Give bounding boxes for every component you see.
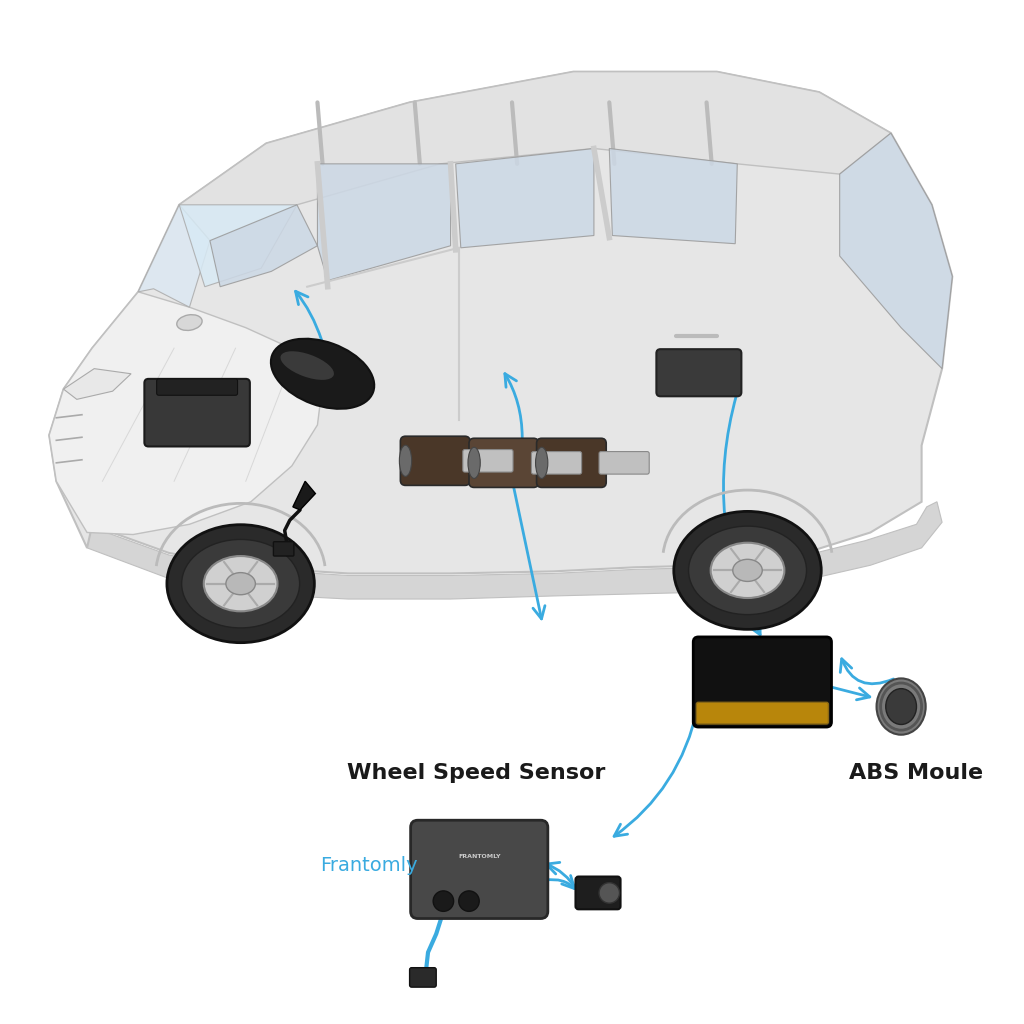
Polygon shape xyxy=(179,205,297,287)
FancyBboxPatch shape xyxy=(273,542,294,556)
Text: ABS Moule: ABS Moule xyxy=(850,763,983,783)
Circle shape xyxy=(599,883,620,903)
Polygon shape xyxy=(210,205,317,287)
Ellipse shape xyxy=(886,688,916,725)
Polygon shape xyxy=(840,133,952,369)
FancyBboxPatch shape xyxy=(144,379,250,446)
Polygon shape xyxy=(179,72,891,241)
Polygon shape xyxy=(63,369,131,399)
FancyBboxPatch shape xyxy=(410,968,436,987)
FancyBboxPatch shape xyxy=(411,820,548,919)
Ellipse shape xyxy=(226,572,255,595)
FancyBboxPatch shape xyxy=(693,637,831,727)
Ellipse shape xyxy=(733,559,762,582)
Text: FRANTOMLY: FRANTOMLY xyxy=(458,854,501,859)
Ellipse shape xyxy=(877,678,926,735)
FancyBboxPatch shape xyxy=(696,702,828,724)
Ellipse shape xyxy=(674,511,821,630)
Ellipse shape xyxy=(468,447,480,478)
Polygon shape xyxy=(49,292,323,535)
Ellipse shape xyxy=(711,543,784,598)
FancyBboxPatch shape xyxy=(599,452,649,474)
FancyBboxPatch shape xyxy=(575,877,621,909)
Polygon shape xyxy=(49,72,952,573)
FancyBboxPatch shape xyxy=(469,438,539,487)
FancyBboxPatch shape xyxy=(656,349,741,396)
Polygon shape xyxy=(138,205,210,307)
Text: Frantomly: Frantomly xyxy=(319,856,418,874)
Polygon shape xyxy=(317,164,451,281)
Polygon shape xyxy=(456,148,594,248)
Polygon shape xyxy=(609,148,737,244)
Ellipse shape xyxy=(281,351,334,380)
Ellipse shape xyxy=(204,556,278,611)
FancyBboxPatch shape xyxy=(157,379,238,395)
Ellipse shape xyxy=(271,339,374,409)
Circle shape xyxy=(459,891,479,911)
FancyBboxPatch shape xyxy=(537,438,606,487)
FancyBboxPatch shape xyxy=(463,450,513,472)
Ellipse shape xyxy=(167,524,314,643)
Text: Wheel Speed Sensor: Wheel Speed Sensor xyxy=(347,763,605,783)
Ellipse shape xyxy=(688,526,807,614)
Ellipse shape xyxy=(536,447,548,478)
Circle shape xyxy=(433,891,454,911)
Polygon shape xyxy=(77,502,942,599)
Ellipse shape xyxy=(181,540,300,628)
FancyBboxPatch shape xyxy=(531,452,582,474)
Ellipse shape xyxy=(399,445,412,476)
Ellipse shape xyxy=(177,314,202,331)
Polygon shape xyxy=(293,481,315,510)
FancyBboxPatch shape xyxy=(400,436,470,485)
